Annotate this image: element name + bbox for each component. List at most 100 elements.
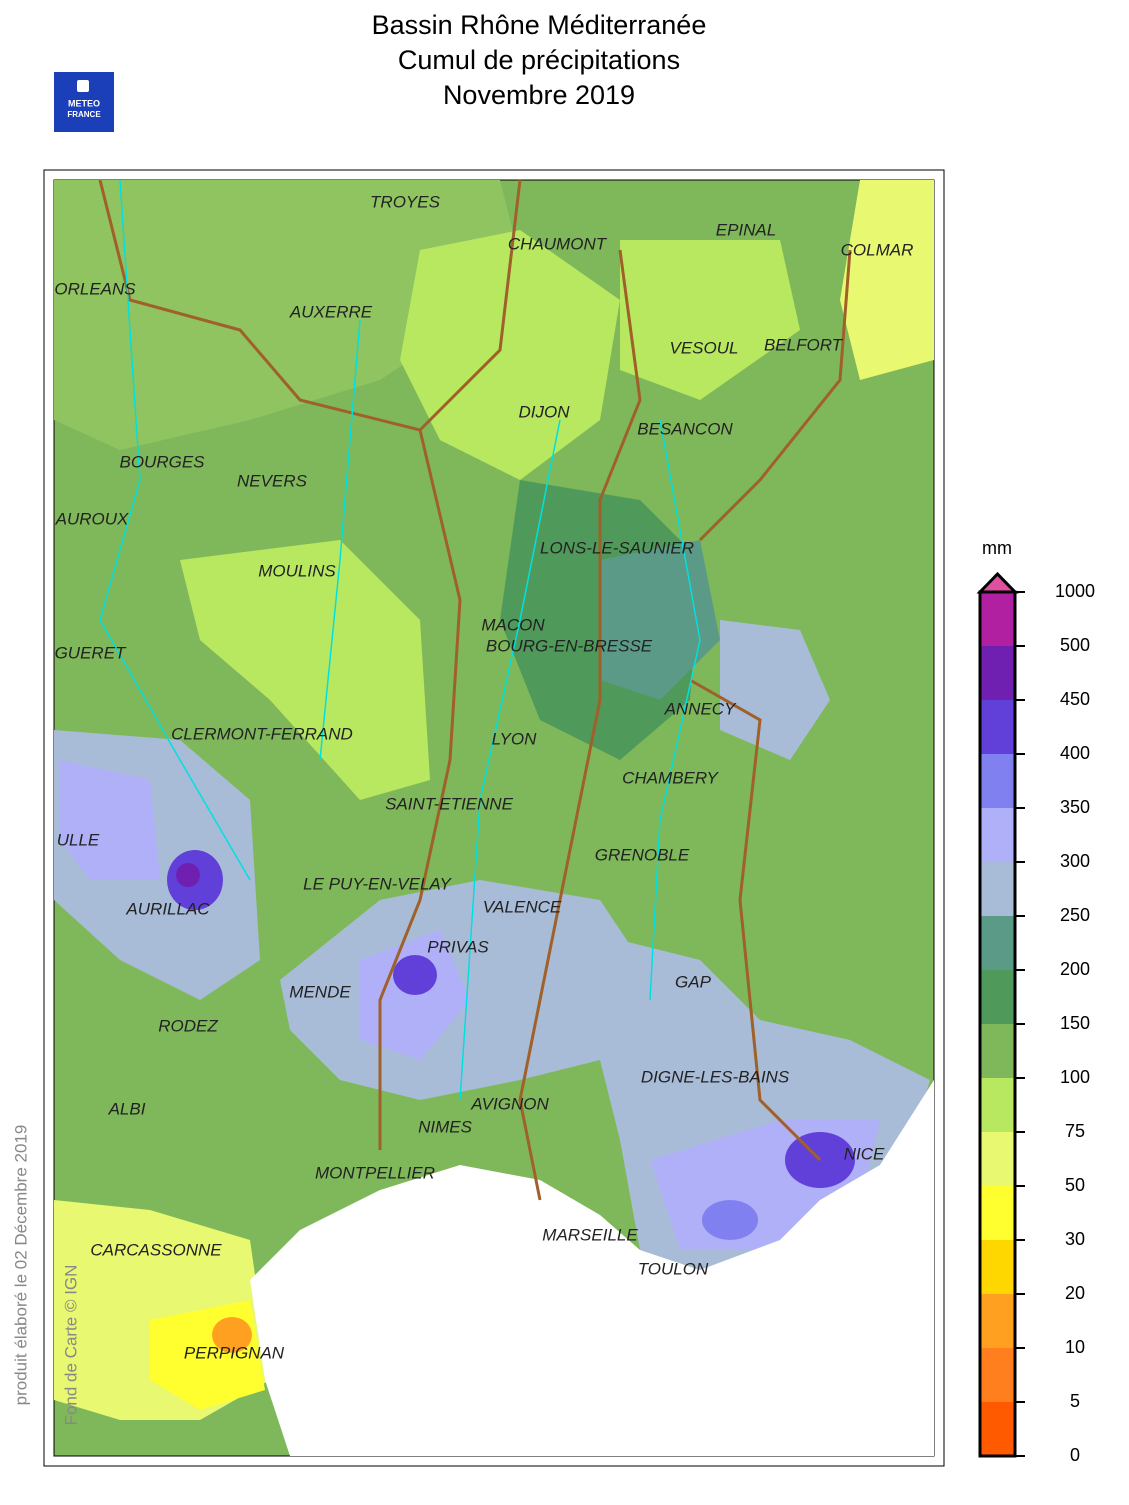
city-label: AURILLAC bbox=[125, 899, 210, 918]
city-label: CARCASSONNE bbox=[90, 1240, 222, 1259]
city-label: COLMAR bbox=[841, 240, 914, 259]
credit-note: Fond de Carte © IGN bbox=[61, 1265, 80, 1426]
city-label: BELFORT bbox=[764, 335, 844, 354]
legend-tick-label: 20 bbox=[1065, 1283, 1085, 1303]
legend-swatch bbox=[980, 862, 1015, 916]
city-label: MOULINS bbox=[258, 561, 336, 580]
legend-swatch bbox=[980, 700, 1015, 754]
legend-tick-label: 100 bbox=[1060, 1067, 1090, 1087]
city-label: PRIVAS bbox=[427, 937, 489, 956]
legend-tick-label: 30 bbox=[1065, 1229, 1085, 1249]
city-label: MONTPELLIER bbox=[315, 1163, 435, 1182]
city-label: ANNECY bbox=[664, 699, 738, 718]
legend-tick-label: 250 bbox=[1060, 905, 1090, 925]
legend-tick-label: 0 bbox=[1070, 1445, 1080, 1465]
legend-tick-label: 5 bbox=[1070, 1391, 1080, 1411]
legend-tick-label: 200 bbox=[1060, 959, 1090, 979]
logo-text: FRANCE bbox=[67, 110, 101, 119]
city-label: RODEZ bbox=[158, 1016, 218, 1035]
region bbox=[176, 863, 200, 887]
legend-swatch bbox=[980, 1078, 1015, 1132]
city-label: BOURGES bbox=[119, 452, 205, 471]
city-label: MACON bbox=[481, 615, 545, 634]
legend-swatch bbox=[980, 970, 1015, 1024]
region bbox=[180, 540, 430, 800]
logo-icon bbox=[77, 80, 89, 92]
legend-swatch bbox=[980, 1186, 1015, 1240]
legend-tick-label: 1000 bbox=[1055, 581, 1095, 601]
city-label: SAINT-ETIENNE bbox=[385, 794, 514, 813]
legend-overflow bbox=[976, 571, 1019, 594]
logo-text: METEO bbox=[68, 98, 100, 108]
region bbox=[400, 230, 620, 480]
legend-swatch bbox=[980, 1132, 1015, 1186]
region bbox=[212, 1317, 252, 1353]
legend-tick-label: 300 bbox=[1060, 851, 1090, 871]
city-label: BOURG-EN-BRESSE bbox=[486, 636, 653, 655]
title-line: Bassin Rhône Méditerranée bbox=[372, 10, 707, 40]
city-label: BESANCON bbox=[637, 419, 733, 438]
title-line: Cumul de précipitations bbox=[398, 45, 680, 75]
city-label: NEVERS bbox=[237, 471, 308, 490]
city-label: CLERMONT-FERRAND bbox=[171, 724, 353, 743]
city-label: AUROUX bbox=[55, 509, 129, 528]
produced-note: produit élaboré le 02 Décembre 2019 bbox=[11, 1125, 30, 1406]
city-label: GAP bbox=[675, 972, 712, 991]
legend-swatch bbox=[980, 808, 1015, 862]
city-label: LE PUY-EN-VELAY bbox=[303, 874, 452, 893]
legend-tick-label: 500 bbox=[1060, 635, 1090, 655]
river bbox=[99, 179, 701, 1101]
city-label: GRENOBLE bbox=[595, 845, 690, 864]
region bbox=[840, 180, 934, 380]
city-label: ALBI bbox=[108, 1099, 146, 1118]
region bbox=[620, 240, 800, 400]
legend-swatch bbox=[980, 1240, 1015, 1294]
city-label: MENDE bbox=[289, 982, 351, 1001]
logo: METEO FRANCE bbox=[54, 72, 114, 132]
city-label: VESOUL bbox=[670, 338, 739, 357]
legend-swatch bbox=[980, 1402, 1015, 1456]
legend-swatch bbox=[980, 646, 1015, 700]
city-label: DIGNE-LES-BAINS bbox=[641, 1067, 790, 1086]
legend-tick-label: 450 bbox=[1060, 689, 1090, 709]
city-label: GUERET bbox=[55, 643, 127, 662]
city-label: AUXERRE bbox=[289, 302, 373, 321]
sea bbox=[250, 1080, 934, 1456]
city-label: PERPIGNAN bbox=[184, 1343, 285, 1362]
city-label: TOULON bbox=[638, 1259, 709, 1278]
city-label: LONS-LE-SAUNIER bbox=[540, 538, 694, 557]
region bbox=[720, 620, 830, 760]
region bbox=[702, 1200, 758, 1240]
region bbox=[54, 180, 520, 450]
title-line: Novembre 2019 bbox=[443, 80, 635, 110]
legend-tick-label: 75 bbox=[1065, 1121, 1085, 1141]
legend-tick-label: 10 bbox=[1065, 1337, 1085, 1357]
boundary bbox=[98, 179, 852, 1201]
region bbox=[393, 955, 437, 995]
map: TROYES CHAUMONT EPINAL COLMAR ORLEANS AUXERRE… bbox=[43, 169, 945, 1467]
legend-swatch bbox=[980, 592, 1015, 646]
region bbox=[60, 760, 160, 880]
legend-tick-label: 150 bbox=[1060, 1013, 1090, 1033]
city-label: DIJON bbox=[519, 402, 571, 421]
city-label: VALENCE bbox=[483, 897, 562, 916]
city-label: AVIGNON bbox=[470, 1094, 549, 1113]
legend-swatch bbox=[980, 754, 1015, 808]
legend-swatch bbox=[980, 1294, 1015, 1348]
city-label: MARSEILLE bbox=[542, 1225, 638, 1244]
region bbox=[600, 540, 720, 700]
legend-swatch bbox=[980, 916, 1015, 970]
city-label: TROYES bbox=[370, 192, 441, 211]
city-label: ORLEANS bbox=[54, 279, 136, 298]
city-label: EPINAL bbox=[716, 220, 776, 239]
legend-swatch bbox=[980, 1348, 1015, 1402]
legend-tick-label: 50 bbox=[1065, 1175, 1085, 1195]
city-label: LYON bbox=[492, 729, 537, 748]
city-label: NICE bbox=[844, 1144, 885, 1163]
legend-unit: mm bbox=[982, 538, 1012, 558]
city-label: CHAMBERY bbox=[622, 768, 719, 787]
legend-tick-label: 400 bbox=[1060, 743, 1090, 763]
legend-swatch bbox=[980, 1024, 1015, 1078]
legend: 0 5 10 20 30 50 75 100 150 200 250 300 350 400 450 500 1… bbox=[976, 571, 1095, 1465]
